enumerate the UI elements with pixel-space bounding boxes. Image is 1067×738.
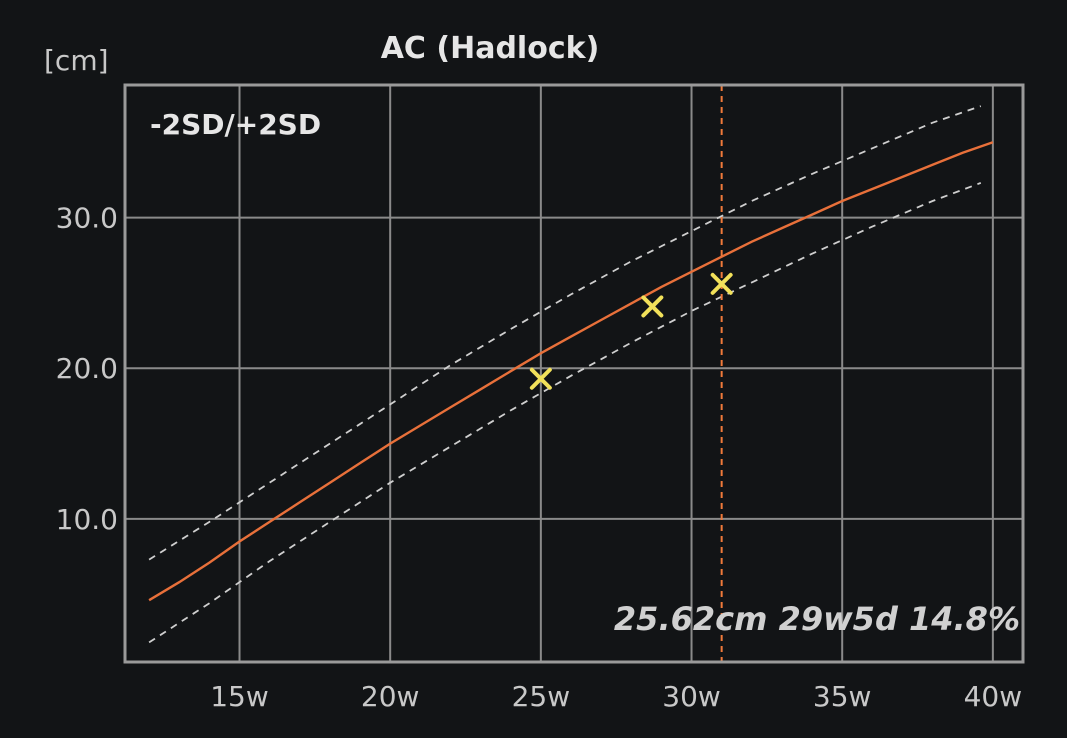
minus-2sd-line (148, 182, 982, 644)
y-tick-label: 10.0 (56, 503, 118, 536)
x-tick-label: 40w (964, 680, 1023, 713)
measurement-readout: 25.62cm 29w5d 14.8% (614, 600, 1020, 638)
y-tick-labels: 10.0 20.0 30.0 (56, 202, 118, 536)
x-tick-label: 25w (512, 680, 571, 713)
measurement-point (641, 295, 664, 318)
x-tick-label: 15w (210, 680, 269, 713)
plot-frame (123, 83, 1025, 664)
measurement-points (529, 272, 733, 390)
measurement-point (529, 367, 552, 390)
y-tick-label: 20.0 (56, 352, 118, 385)
chart-title: AC (Hadlock) (381, 31, 600, 66)
plus-2sd-line (148, 105, 982, 561)
series-lines (148, 105, 994, 644)
y-tick-label: 30.0 (56, 202, 118, 235)
measurement-point (710, 272, 733, 295)
sd-band-label: -2SD/+2SD (150, 108, 321, 141)
y-axis-unit-label: [cm] (44, 44, 109, 77)
x-tick-label: 35w (813, 680, 872, 713)
x-tick-label: 20w (361, 680, 420, 713)
grid-lines (125, 85, 1023, 662)
x-tick-labels: 15w 20w 25w 30w 35w 40w (210, 680, 1022, 713)
x-tick-label: 30w (662, 680, 721, 713)
mean-line (148, 141, 994, 602)
